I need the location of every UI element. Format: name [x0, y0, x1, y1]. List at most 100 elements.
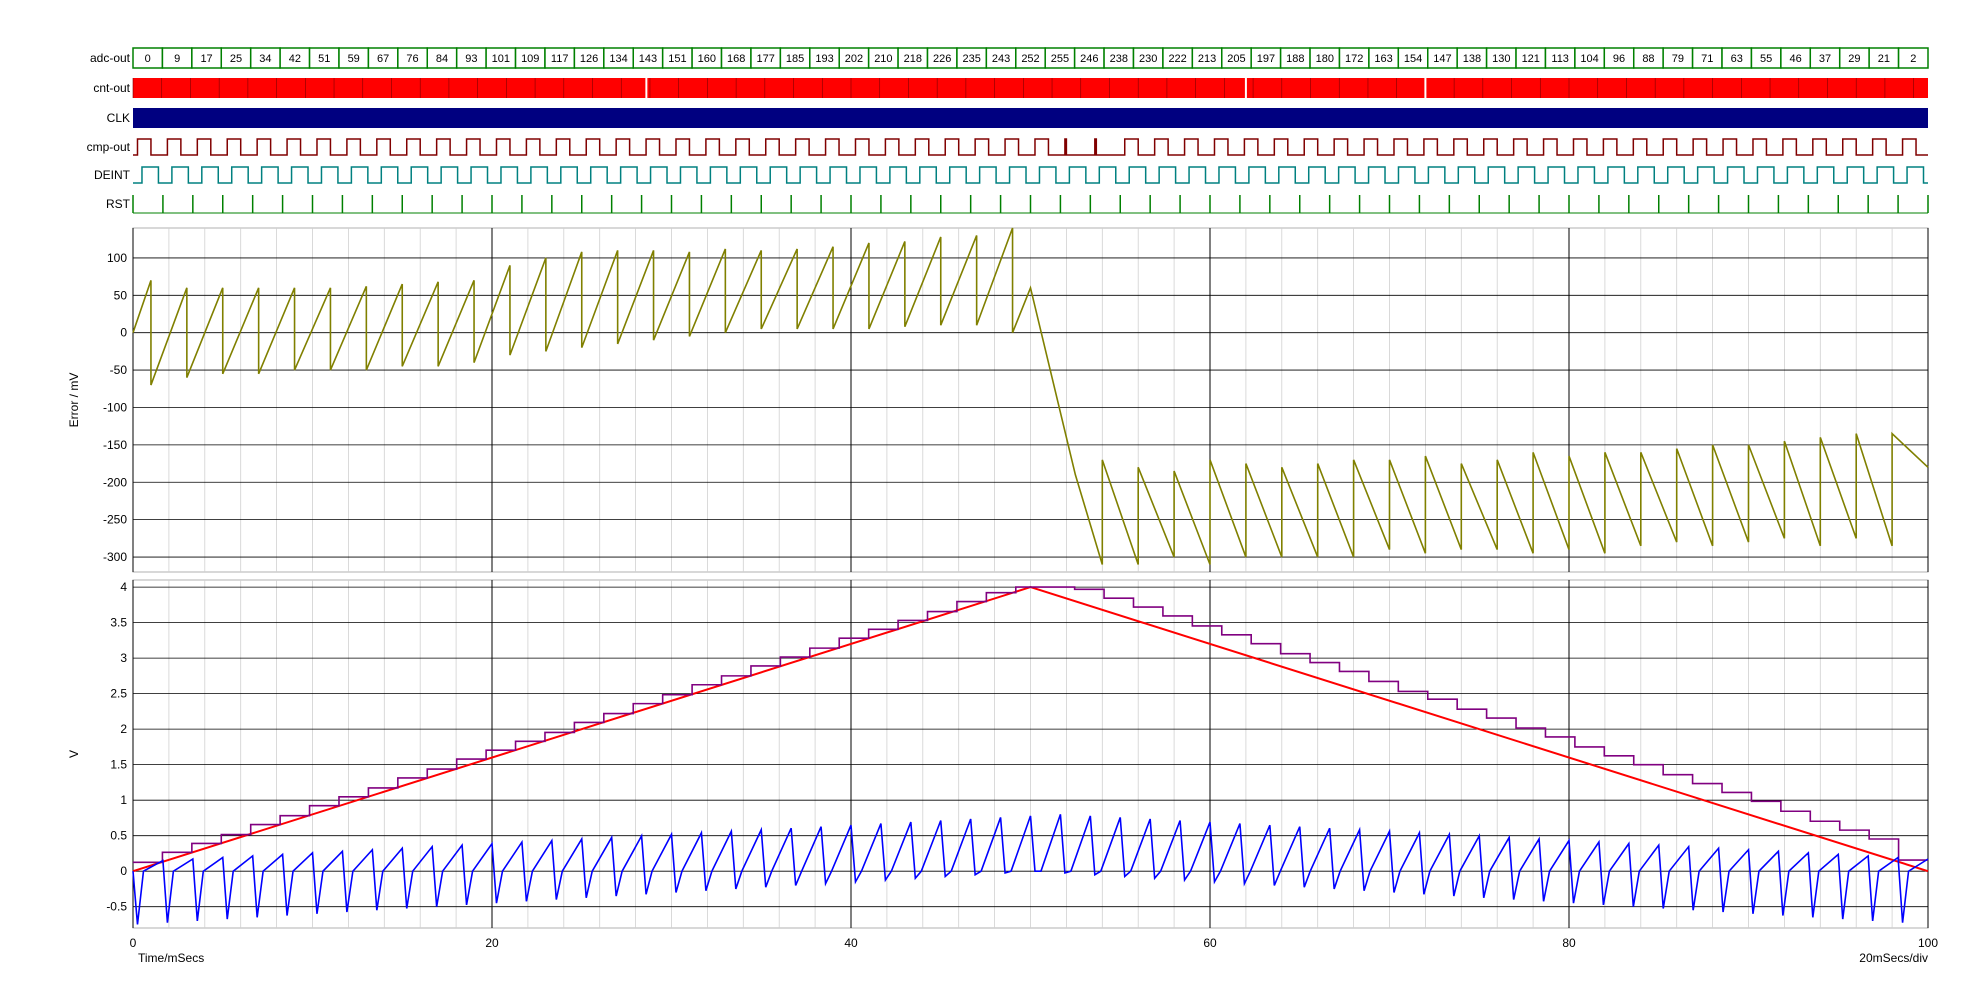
adc-out-value: 76 [406, 53, 418, 65]
adc-out-value: 160 [698, 53, 716, 65]
adc-out-value: 210 [874, 53, 892, 65]
adc-out-value: 17 [200, 53, 212, 65]
y-tick-label: 4 [120, 580, 127, 594]
adc-out-value: 71 [1701, 53, 1713, 65]
adc-out-value: 202 [845, 53, 863, 65]
adc-out-value: 55 [1760, 53, 1772, 65]
clk-trace [133, 108, 1928, 128]
adc-out-value: 113 [1551, 53, 1569, 65]
adc-out-value: 117 [551, 53, 569, 65]
digital-label-rst: RST [106, 197, 131, 211]
adc-out-value: 96 [1613, 53, 1625, 65]
y-tick-label: 0 [120, 864, 127, 878]
y-tick-label: -150 [103, 438, 127, 452]
x-tick-label: 40 [844, 936, 858, 950]
adc-out-value: 79 [1672, 53, 1684, 65]
x-tick-label: 20 [485, 936, 499, 950]
y-axis-label: Error / mV [67, 373, 81, 428]
digital-label-cnt-out: cnt-out [93, 81, 130, 95]
adc-out-value: 172 [1345, 53, 1363, 65]
adc-out-value: 218 [904, 53, 922, 65]
adc-out-segment [1897, 47, 1929, 69]
y-tick-label: -0.5 [106, 900, 127, 914]
adc-out-value: 177 [756, 53, 774, 65]
adc-out-value: 34 [259, 53, 271, 65]
adc-out-value: 59 [348, 53, 360, 65]
y-tick-label: -200 [103, 475, 127, 489]
error-chart: 100 50 0 -50 -100 -150 -200 -250 -300 Error / mV [67, 227, 1929, 573]
error-series-line [132, 227, 1929, 565]
adc-out-value: 51 [318, 53, 330, 65]
adc-out-value: 168 [727, 53, 745, 65]
adc-out-value: 238 [1110, 53, 1128, 65]
adc-out-value: 130 [1492, 53, 1510, 65]
adc-out-value: 226 [933, 53, 951, 65]
adc-out-value: 138 [1463, 53, 1481, 65]
x-axis-label: Time/mSecs [138, 951, 204, 965]
adc-out-value: 222 [1168, 53, 1186, 65]
y-axis-label: V [67, 750, 81, 758]
adc-out-value: 21 [1878, 53, 1890, 65]
adc-out-value: 147 [1433, 53, 1451, 65]
digital-label-cmp-out: cmp-out [87, 140, 131, 154]
adc-out-value: 193 [815, 53, 833, 65]
dac-series-line [133, 586, 1928, 864]
y-tick-label: 3 [120, 651, 127, 665]
y-tick-label: -100 [103, 400, 127, 414]
digital-traces: adc-out cnt-out CLK cmp-out DEINT RST 0 9 17 25 34… [87, 47, 1929, 214]
adc-out-value: 2 [1910, 53, 1916, 65]
deint-trace [133, 166, 1928, 184]
adc-out-value: 235 [962, 53, 980, 65]
adc-out-value: 180 [1316, 53, 1334, 65]
adc-out-value: 163 [1374, 53, 1392, 65]
y-tick-label: 2 [120, 722, 127, 736]
x-tick-label: 80 [1562, 936, 1576, 950]
x-tick-label: 60 [1203, 936, 1217, 950]
y-tick-label: 0 [120, 326, 127, 340]
y-tick-label: -300 [103, 550, 127, 564]
adc-out-value: 252 [1021, 53, 1039, 65]
adc-out-value: 63 [1731, 53, 1743, 65]
voltage-chart: 4 3.5 3 2.5 2 1.5 1 0.5 0 -0.5 V 0 20 40 60 80 100 [67, 579, 1938, 950]
adc-out-value: 104 [1580, 53, 1598, 65]
y-tick-label: 50 [114, 288, 128, 302]
adc-out-value: 197 [1257, 53, 1275, 65]
adc-out-value: 151 [668, 53, 686, 65]
x-tick-label: 100 [1918, 936, 1938, 950]
adc-out-value: 205 [1227, 53, 1245, 65]
adc-out-value: 46 [1789, 53, 1801, 65]
y-tick-label: 1 [120, 793, 127, 807]
cmp-out-trace [133, 138, 1928, 156]
adc-out-value: 0 [145, 53, 151, 65]
time-division-label: 20mSecs/div [1859, 951, 1928, 965]
adc-out-value: 121 [1522, 53, 1540, 65]
adc-out-value: 101 [492, 53, 510, 65]
y-tick-label: 1.5 [110, 758, 127, 772]
adc-out-value: 143 [639, 53, 657, 65]
adc-out-value: 126 [580, 53, 598, 65]
vint-series-line [132, 814, 1929, 925]
adc-out-value: 88 [1642, 53, 1654, 65]
digital-label-clk: CLK [107, 111, 130, 125]
adc-out-value: 93 [465, 53, 477, 65]
adc-out-value: 154 [1404, 53, 1422, 65]
adc-out-value: 109 [521, 53, 539, 65]
y-tick-label: -50 [110, 363, 128, 377]
adc-out-value: 37 [1819, 53, 1831, 65]
adc-out-value: 67 [377, 53, 389, 65]
x-tick-label: 0 [130, 936, 137, 950]
adc-out-value: 243 [992, 53, 1010, 65]
adc-out-value: 188 [1286, 53, 1304, 65]
y-tick-label: 3.5 [110, 616, 127, 630]
adc-out-value: 25 [230, 53, 242, 65]
adc-out-value: 185 [786, 53, 804, 65]
adc-out-value: 9 [174, 53, 180, 65]
adc-out-value: 29 [1848, 53, 1860, 65]
y-tick-label: 2.5 [110, 687, 127, 701]
adc-out-value: 84 [436, 53, 448, 65]
adc-out-value: 134 [609, 53, 627, 65]
adc-out-value: 230 [1139, 53, 1157, 65]
adc-out-value: 213 [1198, 53, 1216, 65]
